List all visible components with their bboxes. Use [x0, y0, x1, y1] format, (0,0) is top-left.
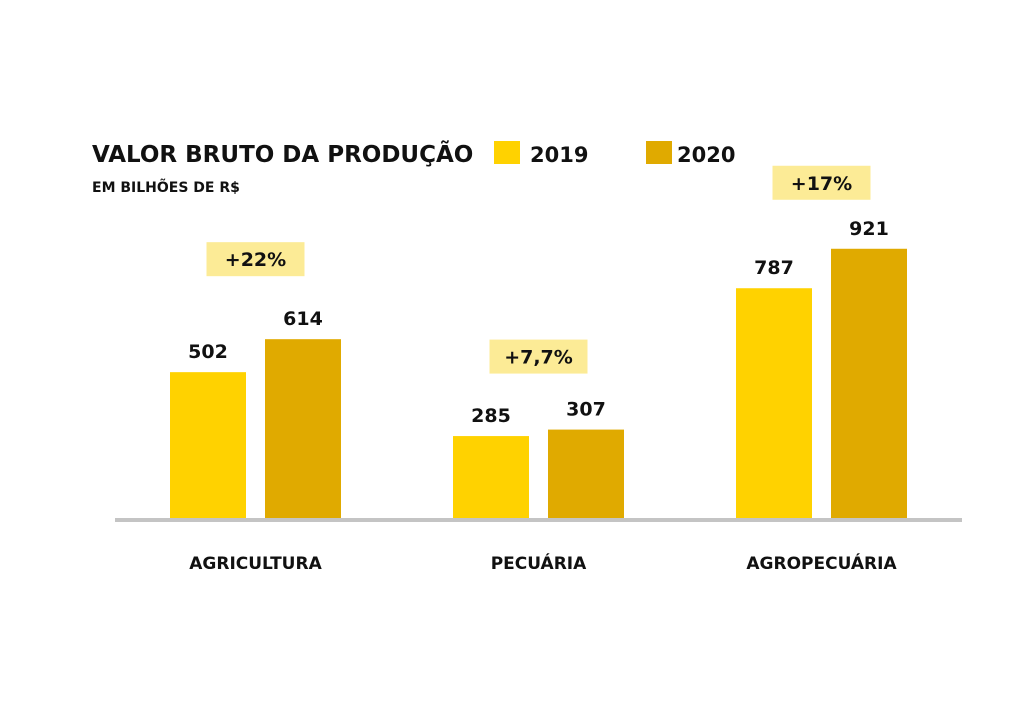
bar-2019	[170, 372, 246, 520]
legend-label-2019: 2019	[530, 143, 588, 167]
category-label: AGROPECUÁRIA	[746, 552, 897, 574]
bar-2019	[736, 288, 812, 520]
change-badge	[206, 242, 305, 277]
bar-2019	[453, 436, 529, 520]
change-badge-label: +17%	[791, 173, 852, 195]
category-label: PECUÁRIA	[491, 552, 587, 574]
chart-subtitle: EM BILHÕES DE R$	[92, 178, 240, 196]
data-label-2019: 787	[754, 257, 794, 279]
chart-title: VALOR BRUTO DA PRODUÇÃO	[92, 140, 473, 168]
change-badge	[772, 165, 871, 200]
data-label-2019: 285	[471, 405, 511, 427]
legend-swatch-2019	[494, 141, 520, 164]
category-label: AGRICULTURA	[189, 554, 322, 574]
bar-2020	[831, 248, 907, 520]
legend-swatch-2020	[646, 141, 672, 164]
bar-2020	[265, 339, 341, 520]
bar-2020	[548, 429, 624, 520]
legend-label-2020: 2020	[677, 143, 735, 167]
x-axis-line	[115, 518, 962, 522]
change-badge	[489, 339, 588, 374]
change-badge-label: +22%	[225, 249, 286, 271]
data-label-2020: 307	[566, 399, 606, 421]
change-badge-label: +7,7%	[504, 347, 573, 369]
data-label-2020: 614	[283, 308, 323, 330]
data-label-2020: 921	[849, 218, 889, 240]
data-label-2019: 502	[188, 341, 228, 363]
